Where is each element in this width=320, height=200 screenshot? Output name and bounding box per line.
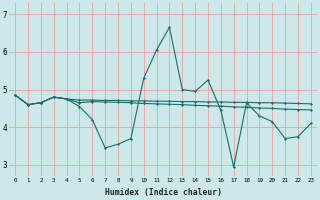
X-axis label: Humidex (Indice chaleur): Humidex (Indice chaleur) bbox=[105, 188, 221, 197]
